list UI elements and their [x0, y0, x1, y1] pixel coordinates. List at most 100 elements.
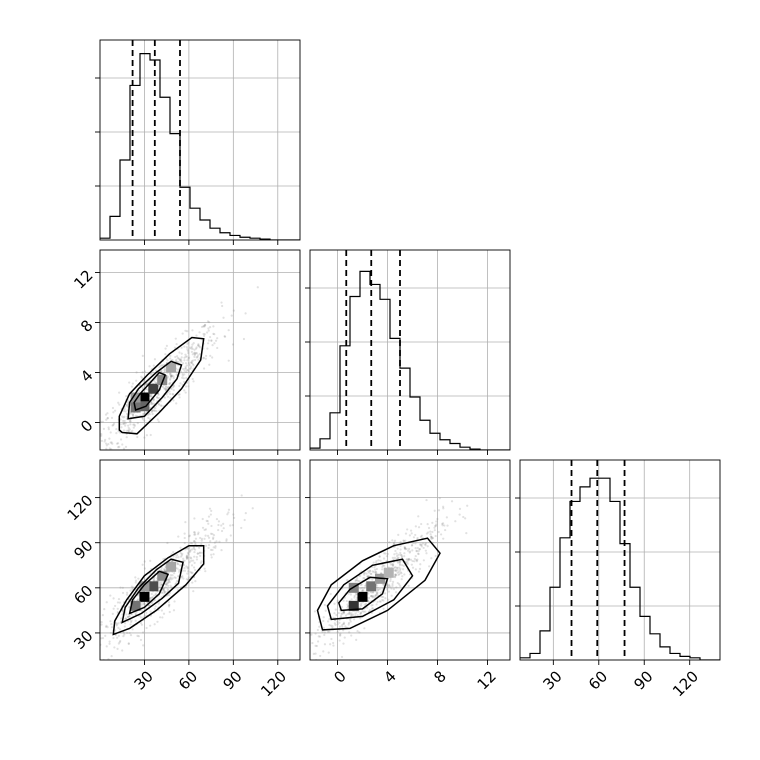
scatter-point [347, 621, 351, 625]
scatter-point [197, 358, 200, 361]
scatter-point [209, 540, 212, 543]
scatter-point [415, 560, 419, 563]
scatter-point [361, 588, 364, 592]
scatter-point [385, 584, 388, 587]
scatter-point [128, 381, 131, 384]
scatter-point [354, 578, 358, 582]
scatter-point [426, 523, 429, 526]
scatter-point [179, 358, 182, 361]
scatter-point [207, 515, 211, 518]
scatter-point [131, 413, 134, 416]
scatter-point [63, 468, 65, 470]
scatter-point [136, 421, 139, 425]
scatter-point [391, 563, 394, 566]
scatter-point [364, 610, 367, 613]
scatter-point [131, 429, 134, 432]
scatter-point [187, 385, 190, 388]
scatter-point [356, 614, 359, 617]
scatter-point [148, 365, 151, 368]
scatter-point [173, 576, 176, 579]
x-tick-label: 60 [585, 667, 611, 693]
scatter-point [242, 337, 246, 341]
scatter-point [142, 644, 145, 647]
density-square [166, 362, 177, 373]
scatter-point [184, 355, 187, 358]
scatter-point [110, 416, 114, 419]
scatter-point [413, 557, 416, 560]
scatter-point [189, 548, 192, 552]
scatter-point [375, 571, 378, 574]
scatter-point [178, 396, 181, 399]
scatter-point [226, 513, 229, 516]
scatter-point [183, 541, 186, 545]
scatter-point [160, 566, 163, 569]
scatter-point [124, 622, 127, 625]
scatter-point [374, 595, 377, 598]
scatter-point [118, 601, 121, 604]
scatter-point [404, 532, 408, 535]
scatter-point [389, 577, 392, 581]
scatter-point [374, 594, 377, 597]
scatter-point [332, 644, 335, 647]
scatter-point [371, 591, 375, 594]
scatter-point [363, 577, 366, 580]
scatter-point [71, 477, 73, 479]
scatter-point [185, 555, 188, 559]
scatter-point [393, 576, 397, 579]
scatter-point [128, 631, 131, 635]
scatter-point [190, 347, 193, 350]
scatter-point [149, 559, 152, 562]
scatter-point [229, 524, 232, 527]
scatter-point [395, 586, 398, 589]
scatter-point [332, 641, 335, 645]
scatter-point [330, 637, 333, 641]
scatter-point [124, 424, 127, 427]
scatter-point [85, 669, 87, 671]
scatter-point [182, 380, 186, 383]
scatter-point [78, 659, 80, 661]
scatter-point [137, 461, 139, 463]
scatter-point [143, 419, 146, 422]
scatter-point [117, 622, 120, 625]
scatter-point [202, 357, 205, 360]
scatter-point [198, 353, 201, 356]
scatter-point [292, 635, 294, 637]
scatter-point [154, 605, 157, 608]
scatter-point [124, 617, 127, 620]
scatter-point [163, 396, 167, 399]
histogram-steps [100, 53, 300, 240]
scatter-point [342, 642, 345, 645]
scatter-point [392, 563, 395, 566]
scatter-point [116, 610, 119, 614]
scatter-point [431, 521, 434, 524]
scatter-point [409, 550, 412, 553]
scatter-point [151, 402, 154, 406]
scatter-point [185, 557, 188, 560]
scatter-point [153, 358, 157, 361]
scatter-point [171, 577, 174, 580]
scatter-point [398, 560, 401, 563]
contour-level-2 [133, 371, 167, 411]
scatter-point [200, 560, 203, 563]
scatter-point [128, 615, 131, 618]
scatter-point [110, 622, 113, 626]
scatter-point [212, 553, 215, 556]
scatter-point [134, 576, 137, 579]
scatter-point [434, 524, 438, 527]
scatter-point [119, 423, 122, 426]
scatter-point [330, 624, 333, 627]
scatter-point [202, 325, 205, 328]
scatter-point [202, 367, 206, 370]
scatter-point [136, 435, 139, 439]
scatter-point [187, 357, 190, 360]
scatter-point [311, 641, 314, 645]
scatter-point [398, 572, 401, 576]
scatter-point [165, 385, 168, 389]
scatter-point [222, 527, 225, 530]
scatter-point [189, 367, 192, 370]
scatter-point [105, 624, 108, 627]
scatter-point [122, 429, 126, 432]
scatter-point [182, 559, 185, 563]
scatter-point [184, 391, 187, 394]
scatter-point [140, 609, 143, 612]
